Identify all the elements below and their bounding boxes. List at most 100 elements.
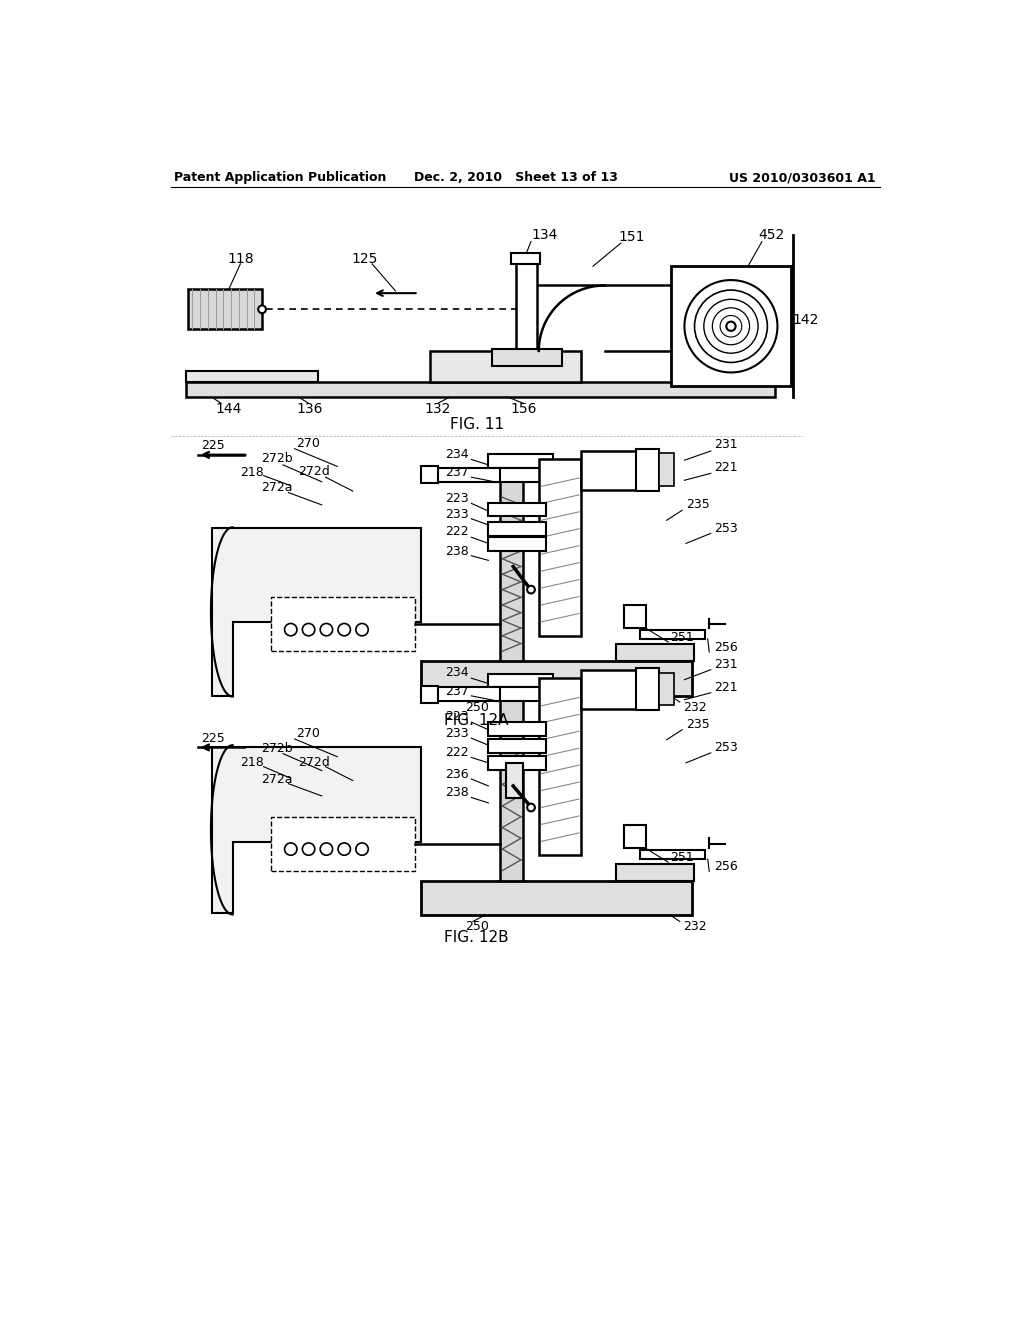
Text: 253: 253 xyxy=(714,741,737,754)
Text: 231: 231 xyxy=(714,438,737,451)
Bar xyxy=(421,661,692,696)
Text: 225: 225 xyxy=(201,731,224,744)
Circle shape xyxy=(285,843,297,855)
Text: Patent Application Publication: Patent Application Publication xyxy=(174,172,387,185)
Bar xyxy=(487,722,546,737)
Circle shape xyxy=(527,586,535,594)
Bar xyxy=(500,465,523,668)
Bar xyxy=(487,503,546,516)
Text: 250: 250 xyxy=(465,920,489,933)
Bar xyxy=(434,688,500,701)
Bar xyxy=(494,688,547,701)
Circle shape xyxy=(285,623,297,636)
Bar xyxy=(271,597,415,651)
Circle shape xyxy=(527,804,535,812)
Bar xyxy=(515,263,538,351)
Text: 218: 218 xyxy=(240,756,264,770)
Circle shape xyxy=(726,322,735,331)
Text: 272a: 272a xyxy=(261,480,293,494)
Circle shape xyxy=(694,290,767,363)
Bar xyxy=(493,350,562,367)
Circle shape xyxy=(258,305,266,313)
Circle shape xyxy=(302,623,314,636)
Text: 223: 223 xyxy=(445,710,469,723)
Text: FIG. 12B: FIG. 12B xyxy=(444,931,509,945)
Circle shape xyxy=(302,843,314,855)
Text: 272b: 272b xyxy=(261,453,293,465)
Text: 236: 236 xyxy=(445,768,469,781)
Text: 251: 251 xyxy=(671,851,694,865)
Text: 272d: 272d xyxy=(298,465,330,478)
Text: 253: 253 xyxy=(714,521,737,535)
Bar xyxy=(539,678,582,855)
Bar xyxy=(539,459,582,636)
Text: 222: 222 xyxy=(445,525,469,539)
Text: Dec. 2, 2010   Sheet 13 of 13: Dec. 2, 2010 Sheet 13 of 13 xyxy=(414,172,617,185)
Text: 235: 235 xyxy=(686,499,710,511)
Text: 142: 142 xyxy=(793,313,819,327)
Text: 234: 234 xyxy=(445,449,469,462)
Text: 238: 238 xyxy=(445,545,469,557)
Text: 270: 270 xyxy=(296,437,319,450)
Text: 237: 237 xyxy=(445,685,469,698)
Bar xyxy=(487,739,546,752)
Circle shape xyxy=(703,300,758,354)
Bar xyxy=(487,673,554,688)
Text: 136: 136 xyxy=(297,401,324,416)
Text: 233: 233 xyxy=(445,508,469,520)
Text: 235: 235 xyxy=(686,718,710,731)
Circle shape xyxy=(321,843,333,855)
Text: 232: 232 xyxy=(683,920,707,933)
Bar xyxy=(494,469,547,482)
Bar xyxy=(186,371,317,381)
Circle shape xyxy=(356,843,369,855)
Text: 272a: 272a xyxy=(261,772,293,785)
Bar xyxy=(434,469,500,482)
Text: 231: 231 xyxy=(714,657,737,671)
Bar xyxy=(624,825,646,849)
Circle shape xyxy=(720,315,741,337)
Text: 232: 232 xyxy=(683,701,707,714)
Text: 237: 237 xyxy=(445,466,469,479)
Text: US 2010/0303601 A1: US 2010/0303601 A1 xyxy=(729,172,876,185)
Bar xyxy=(186,381,775,397)
Circle shape xyxy=(713,308,750,345)
Circle shape xyxy=(338,843,350,855)
Circle shape xyxy=(684,280,777,372)
Bar xyxy=(616,863,693,880)
Bar xyxy=(658,453,675,486)
Bar xyxy=(506,763,523,797)
Bar xyxy=(658,673,675,705)
Bar xyxy=(421,686,438,702)
Text: 144: 144 xyxy=(216,401,242,416)
Bar xyxy=(624,605,646,628)
Text: 272d: 272d xyxy=(298,755,330,768)
Text: 250: 250 xyxy=(465,701,489,714)
Text: FIG. 11: FIG. 11 xyxy=(450,417,504,432)
Bar xyxy=(421,880,692,915)
Bar xyxy=(487,537,546,552)
Text: 225: 225 xyxy=(201,440,224,453)
Text: 132: 132 xyxy=(425,401,452,416)
Bar xyxy=(636,668,658,710)
Text: 238: 238 xyxy=(445,785,469,799)
Text: 251: 251 xyxy=(671,631,694,644)
Bar xyxy=(582,451,636,490)
Bar xyxy=(582,671,636,709)
Bar xyxy=(421,466,438,483)
Text: 156: 156 xyxy=(510,401,537,416)
Text: 221: 221 xyxy=(714,681,737,694)
Bar xyxy=(487,756,546,770)
Text: 256: 256 xyxy=(714,640,737,653)
Bar xyxy=(487,454,554,469)
Circle shape xyxy=(356,623,369,636)
Bar xyxy=(640,850,706,859)
Text: 233: 233 xyxy=(445,727,469,741)
Bar xyxy=(671,267,791,385)
Circle shape xyxy=(321,623,333,636)
Text: 272b: 272b xyxy=(261,742,293,755)
Text: 218: 218 xyxy=(240,466,264,479)
Text: 118: 118 xyxy=(227,252,254,265)
Polygon shape xyxy=(212,528,421,696)
Bar xyxy=(640,630,706,639)
